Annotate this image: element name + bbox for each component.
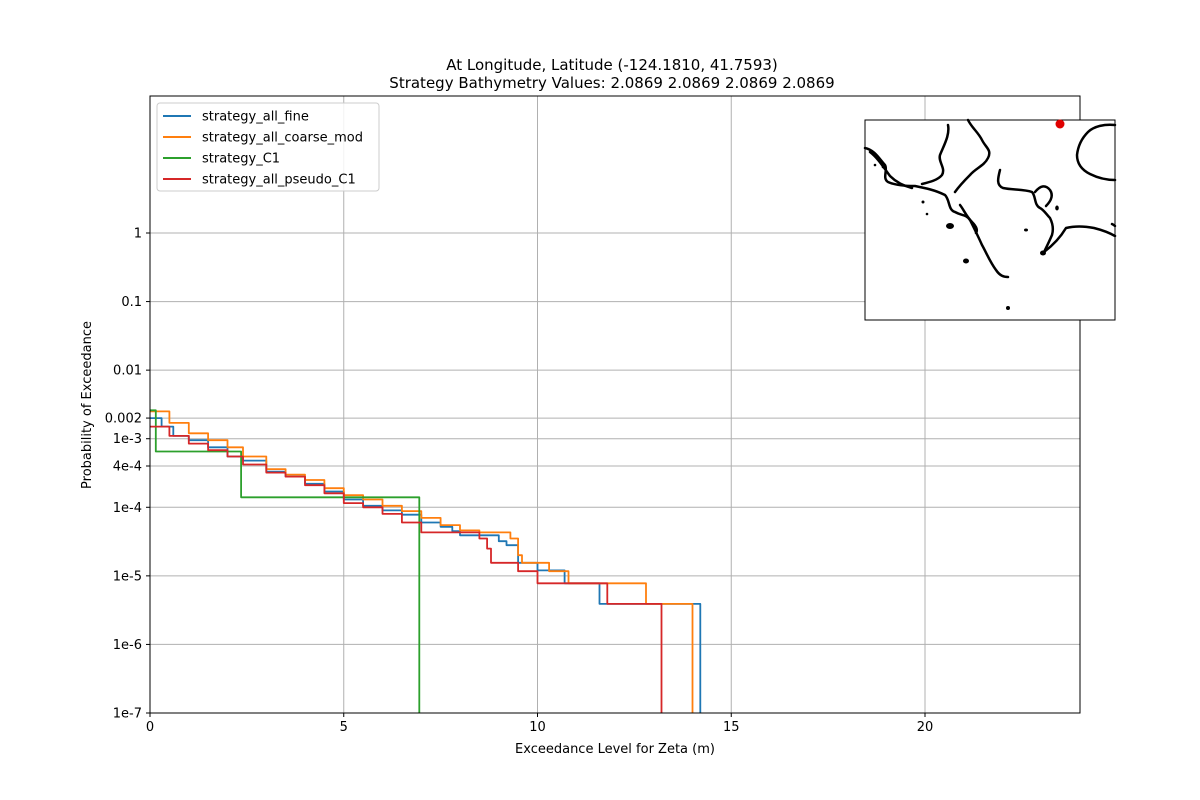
series-layer <box>150 409 702 713</box>
legend-label: strategy_all_coarse_mod <box>202 131 363 146</box>
x-tick-label: 5 <box>340 720 348 735</box>
legend-box <box>156 102 380 192</box>
x-tick-label: 15 <box>723 720 740 735</box>
y-tick-label: 1e-5 <box>113 569 142 584</box>
x-axis-label: Exceedance Level for Zeta (m) <box>515 742 715 757</box>
legend: strategy_all_fine strategy_all_coarse_mod… <box>156 102 380 192</box>
x-tick-label: 10 <box>529 720 546 735</box>
series-line-strategy-C1 <box>150 409 421 713</box>
inset-islands <box>873 163 1059 310</box>
y-tick-label: 1e-3 <box>113 432 142 447</box>
x-tick-label: 20 <box>917 720 934 735</box>
y-tick-label: 0.1 <box>121 295 142 310</box>
y-tick-label: 1e-4 <box>113 501 142 516</box>
location-marker <box>1055 119 1065 129</box>
chart-title: At Longitude, Latitude (-124.1810, 41.75… <box>446 56 778 74</box>
chart-subtitle: Strategy Bathymetry Values: 2.0869 2.086… <box>389 74 834 92</box>
inset-map <box>863 118 1117 321</box>
x-axis: 0 5 10 15 20 <box>146 713 933 735</box>
y-tick-label: 1e-7 <box>113 707 142 722</box>
y-tick-label: 0.002 <box>105 412 142 427</box>
inset-coastline <box>863 118 1117 279</box>
legend-label: strategy_all_fine <box>202 110 309 125</box>
y-tick-label: 1 <box>134 227 142 242</box>
legend-label: strategy_all_pseudo_C1 <box>202 173 356 188</box>
series-line-strategy-all-pseudo-C1 <box>150 425 663 713</box>
series-line-strategy-all-coarse-mod <box>150 410 694 713</box>
x-tick-label: 0 <box>146 720 154 735</box>
legend-label: strategy_C1 <box>202 152 280 167</box>
y-tick-label: 0.01 <box>113 364 142 379</box>
y-axis: 1 0.1 0.01 0.002 1e-3 4e-4 1e-4 1e-5 1e-6 1e-7 <box>105 227 150 722</box>
y-tick-label: 1e-6 <box>113 638 142 653</box>
inset-map-frame <box>864 119 1116 321</box>
plot-frame <box>149 95 1081 714</box>
y-tick-label: 4e-4 <box>113 460 142 475</box>
y-axis-label: Probability of Exceedance <box>80 321 95 489</box>
